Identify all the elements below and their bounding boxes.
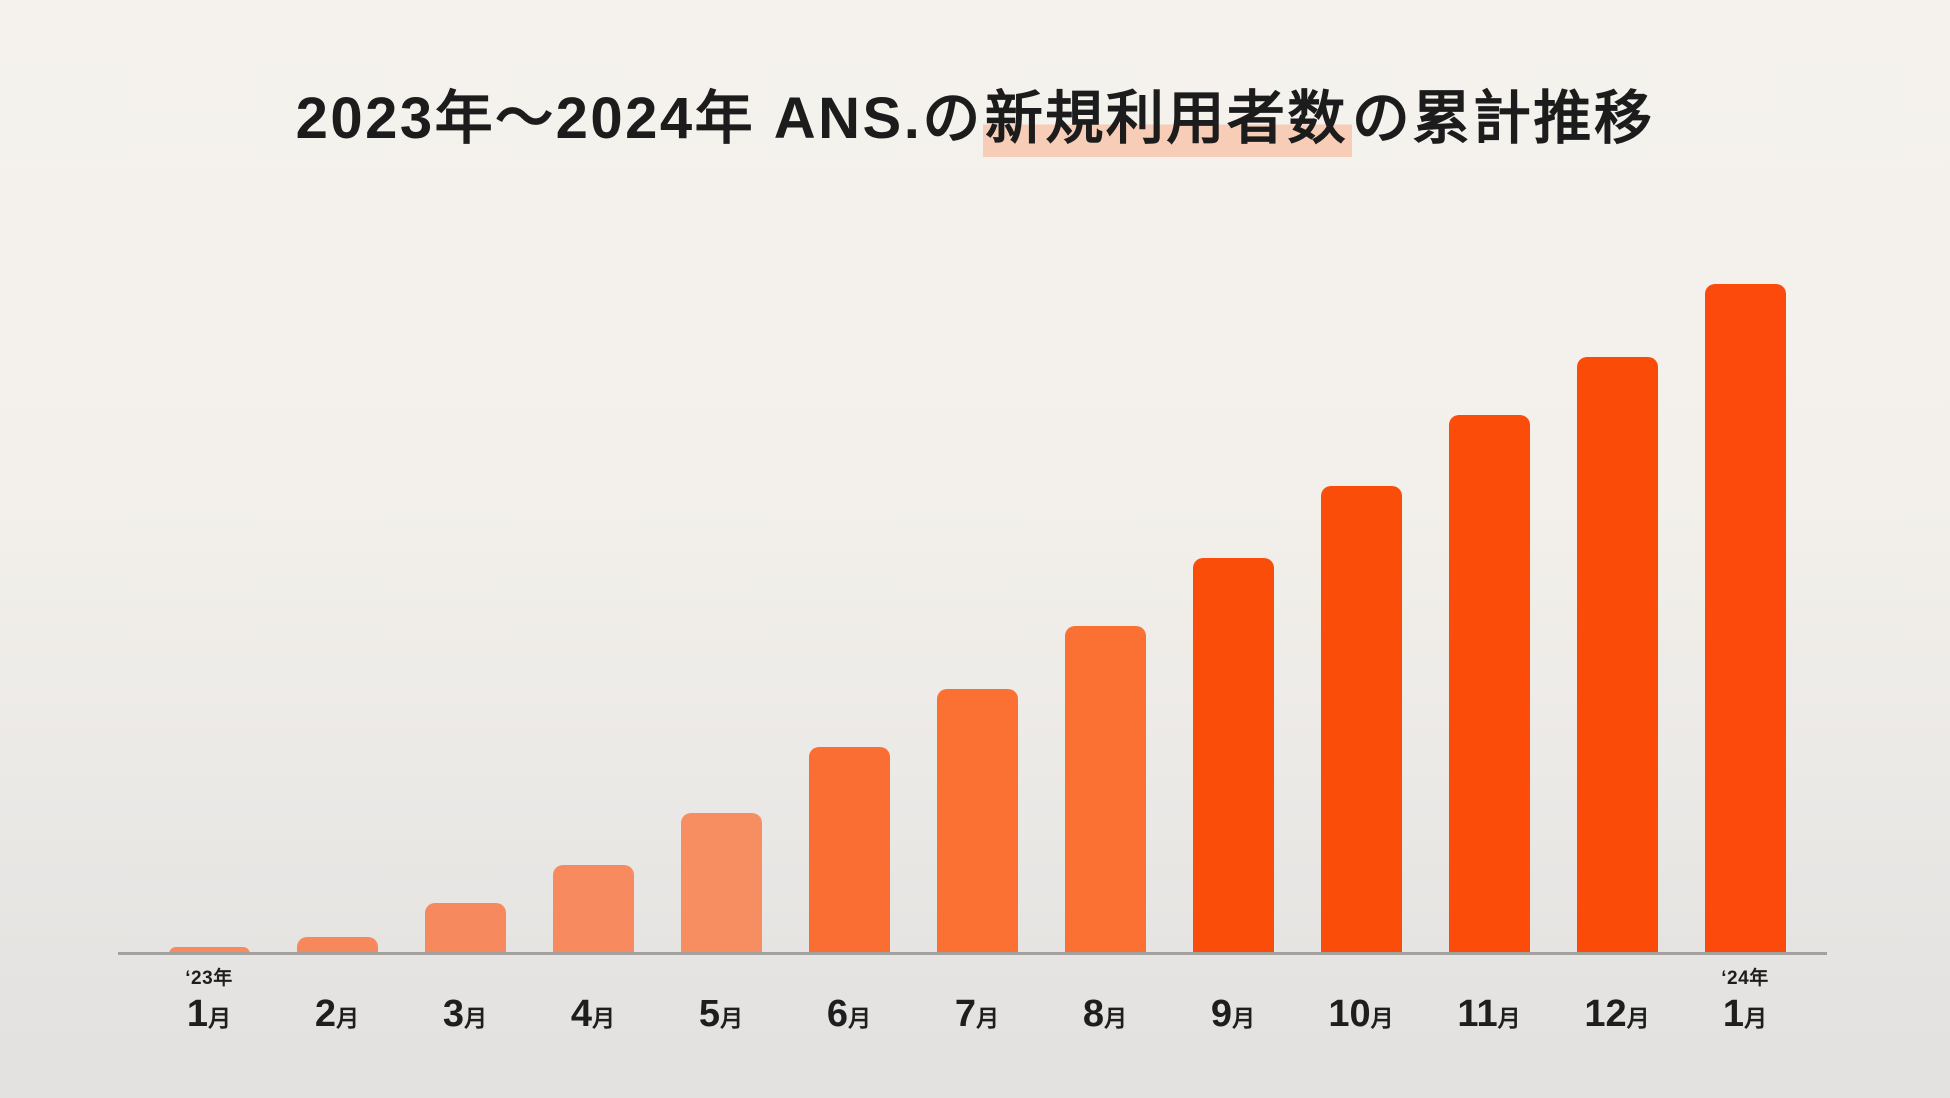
- year-label: [1425, 966, 1553, 991]
- chart-title-highlighted-text: 新規利用者数: [982, 86, 1352, 157]
- month-number: 7: [954, 993, 977, 1035]
- month-number: 9: [1210, 993, 1233, 1035]
- bar-7-7月: [936, 689, 1018, 954]
- bar-10-10月: [1320, 486, 1402, 954]
- x-axis-label-8月: 8月: [1041, 966, 1169, 1036]
- bar-11-11月: [1448, 415, 1530, 954]
- bar-5-5月: [680, 813, 762, 954]
- month-suffix: 月: [1104, 1005, 1128, 1031]
- year-label: [1169, 966, 1297, 991]
- bar-8-8月: [1064, 626, 1146, 954]
- x-axis-label-3月: 3月: [401, 966, 529, 1036]
- bar-1-1月: [168, 947, 250, 954]
- chart-title-prefix: 2023年〜2024年 ANS.の: [295, 86, 983, 151]
- month-number: 1: [186, 993, 209, 1035]
- x-axis-label-7月: 7月: [913, 966, 1041, 1036]
- month-suffix: 月: [1232, 1005, 1256, 1031]
- x-axis-label-1月: ‘23年 1月: [145, 966, 273, 1036]
- month-label: 6月: [785, 993, 913, 1036]
- year-label: [529, 966, 657, 991]
- x-axis-label-2月: 2月: [273, 966, 401, 1036]
- month-suffix: 月: [208, 1005, 232, 1031]
- month-label: 9月: [1169, 993, 1297, 1036]
- x-axis-label-12月: 12月: [1553, 966, 1681, 1036]
- bar-2-2月: [296, 937, 378, 954]
- month-number: 5: [698, 993, 721, 1035]
- month-label: 8月: [1041, 993, 1169, 1036]
- chart-title: 2023年〜2024年 ANS.の新規利用者数の累計推移: [0, 86, 1950, 157]
- month-label: 5月: [657, 993, 785, 1036]
- month-suffix: 月: [336, 1005, 360, 1031]
- x-axis-label-9月: 9月: [1169, 966, 1297, 1036]
- month-label: 2月: [273, 993, 401, 1036]
- year-label: [401, 966, 529, 991]
- month-number: 3: [442, 993, 465, 1035]
- month-number: 11: [1457, 993, 1498, 1035]
- month-label: 1月: [1681, 993, 1809, 1036]
- year-label: [1297, 966, 1425, 991]
- month-suffix: 月: [464, 1005, 488, 1031]
- year-label: [785, 966, 913, 991]
- bar-6-6月: [808, 747, 890, 954]
- month-label: 1月: [145, 993, 273, 1036]
- month-suffix: 月: [592, 1005, 616, 1031]
- month-suffix: 月: [976, 1005, 1000, 1031]
- bar-12-12月: [1576, 357, 1658, 954]
- x-axis-label-4月: 4月: [529, 966, 657, 1036]
- bar-3-3月: [424, 903, 506, 954]
- bar-9-9月: [1192, 558, 1274, 954]
- x-axis-label-6月: 6月: [785, 966, 913, 1036]
- bar-13-1月: [1704, 284, 1786, 954]
- month-label: 12月: [1553, 993, 1681, 1036]
- bar-4-4月: [552, 865, 634, 954]
- year-label: ‘24年: [1721, 968, 1769, 989]
- month-suffix: 月: [1370, 1005, 1394, 1031]
- month-label: 7月: [913, 993, 1041, 1036]
- month-suffix: 月: [1626, 1005, 1650, 1031]
- month-suffix: 月: [720, 1005, 744, 1031]
- month-suffix: 月: [848, 1005, 872, 1031]
- x-axis-label-1月: ‘24年 1月: [1681, 966, 1809, 1036]
- month-suffix: 月: [1744, 1005, 1768, 1031]
- month-label: 11月: [1425, 993, 1553, 1036]
- month-number: 1: [1722, 993, 1745, 1035]
- chart-title-suffix: の累計推移: [1351, 86, 1655, 151]
- month-number: 12: [1584, 993, 1627, 1035]
- x-axis-label-11月: 11月: [1425, 966, 1553, 1036]
- month-number: 4: [570, 993, 593, 1035]
- month-label: 3月: [401, 993, 529, 1036]
- x-axis-line: [118, 952, 1827, 955]
- year-label: [657, 966, 785, 991]
- month-number: 8: [1082, 993, 1105, 1035]
- x-axis-label-10月: 10月: [1297, 966, 1425, 1036]
- year-label: [273, 966, 401, 991]
- month-label: 10月: [1297, 993, 1425, 1036]
- year-label: [1553, 966, 1681, 991]
- year-label: [1041, 966, 1169, 991]
- month-number: 6: [826, 993, 849, 1035]
- month-suffix: 月: [1497, 1005, 1521, 1031]
- year-label: [913, 966, 1041, 991]
- month-number: 2: [314, 993, 337, 1035]
- year-label: ‘23年: [185, 968, 233, 989]
- month-label: 4月: [529, 993, 657, 1036]
- month-number: 10: [1328, 993, 1371, 1035]
- x-axis-label-5月: 5月: [657, 966, 785, 1036]
